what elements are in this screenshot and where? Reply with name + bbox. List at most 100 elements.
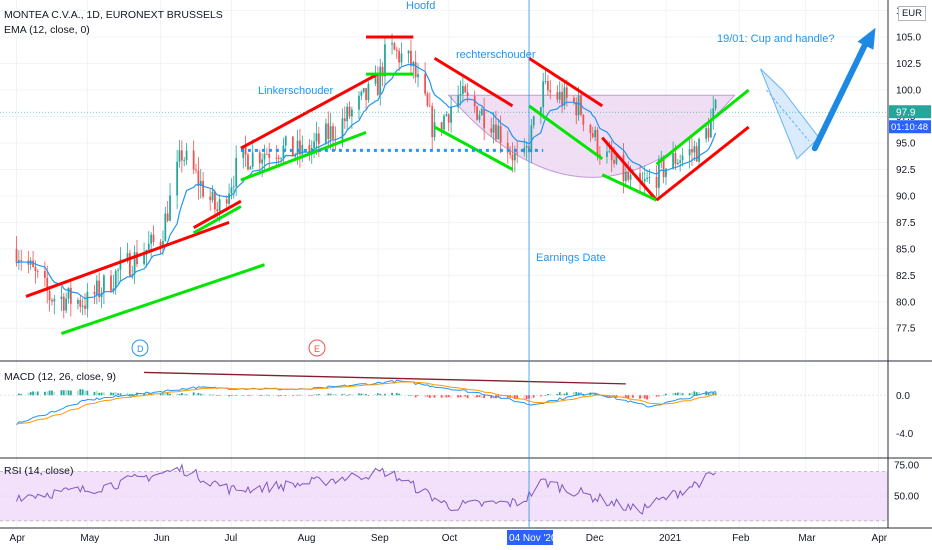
symbol-legend[interactable]: MONTEA C.V.A., 1D, EURONEXT BRUSSELS [4,9,223,21]
candle-body [178,150,181,162]
rsi-legend[interactable]: RSI (14, close) [4,465,74,477]
macd-histogram-bar [351,394,353,396]
rsi-band [0,471,888,521]
candle-body [176,161,179,196]
macd-histogram-bar [393,394,396,396]
green-trend-line [655,88,750,166]
macd-histogram-bar [558,392,561,396]
candle-body [596,129,599,155]
macd-histogram-bar [178,394,181,396]
trend-drawings[interactable] [25,27,876,357]
candle-body [582,114,585,125]
macd-histogram-bar [329,393,332,396]
candle-body [147,243,150,250]
candle-body [43,270,46,279]
candle-body [431,106,434,138]
candle-body [613,159,615,164]
macd-histogram-bar [162,394,164,396]
candle-body [473,96,476,107]
macd-histogram-bar [209,394,212,396]
macd-histogram-bar [691,392,693,396]
target-arrow-head [857,27,876,50]
candle-body [308,144,311,154]
macd-histogram-bar [679,392,682,396]
macd-histogram-bar [433,395,436,398]
macd-histogram-bar [410,395,412,396]
candle-body [462,86,464,94]
dividend-badge-letter: D [137,344,144,354]
candle-body [426,93,429,106]
candle-body [18,260,20,263]
macd-histogram-bar [443,395,445,398]
highlight-date-box [507,530,554,545]
candle-body [51,299,53,302]
macd-histogram-bar [131,393,134,396]
macd-histogram-bar [145,392,148,396]
macd-histogram-bar [32,391,34,396]
candle-body [192,150,195,170]
macd-histogram-bar [563,393,566,396]
candle-body [693,146,696,153]
candle-body [483,109,486,129]
candle-body [547,80,549,91]
macd-histogram-bar [214,394,216,396]
candle-body [691,149,693,153]
candle-body [542,81,545,108]
candle-body [282,145,285,159]
price-tick-label: 100.0 [896,86,921,97]
macd-histogram-bar [183,393,186,396]
candle-body [608,150,611,152]
candle-body [329,126,332,139]
macd-histogram-bar [648,395,651,399]
candle-body [511,154,514,161]
macd-histogram-bar [447,395,450,398]
ema-legend[interactable]: EMA (12, close, 0) [4,24,90,36]
candle-body [627,172,630,180]
macd-histogram-bar [343,393,346,396]
candle-body [117,269,119,271]
candle-body [284,136,287,146]
candle-body [291,136,294,157]
macd-histogram-bar [660,395,663,396]
candle-body [523,147,526,153]
candle-body [457,94,460,108]
macd-histogram-bar [709,391,712,396]
macd-histogram-bar [450,395,452,398]
candle-body [36,270,39,272]
candle-body [103,275,105,293]
macd-histogram-bar [95,390,98,396]
candle-body [152,234,155,243]
macd-histogram-bar [277,395,280,397]
macd-histogram-bar [655,395,658,397]
macd-histogram-bar [412,395,415,396]
candle-body [258,152,261,164]
candle-body [433,122,436,138]
macd-histogram-bar [440,395,443,398]
macd-histogram-bar [672,392,674,396]
macd-histogram-bar [325,395,327,396]
candle-body [218,199,221,212]
candle-body [615,154,618,164]
macd-histogram-bar [18,393,20,396]
macd-histogram-bar [346,395,349,396]
macd-histogram-bar [407,394,410,396]
candle-body [62,296,65,311]
macd-histogram-bar [308,395,311,396]
macd-legend[interactable]: MACD (12, 26, close, 9) [4,371,117,383]
candle-body [185,150,188,161]
candle-body [159,242,162,246]
earnings-badge [308,339,326,357]
candle-body [466,92,469,97]
macd-histogram-bar [341,393,344,396]
candle-body [672,153,674,169]
time-tick-label: Dec [586,533,604,544]
currency-badge[interactable]: EUR [897,6,926,21]
candle-body [525,145,528,148]
candle-body [98,280,101,298]
candle-body [712,108,715,120]
candle-body [265,153,268,155]
macd-histogram-bar [379,393,382,396]
macd-histogram-bar [114,391,117,396]
macd-histogram-bar [400,394,403,396]
